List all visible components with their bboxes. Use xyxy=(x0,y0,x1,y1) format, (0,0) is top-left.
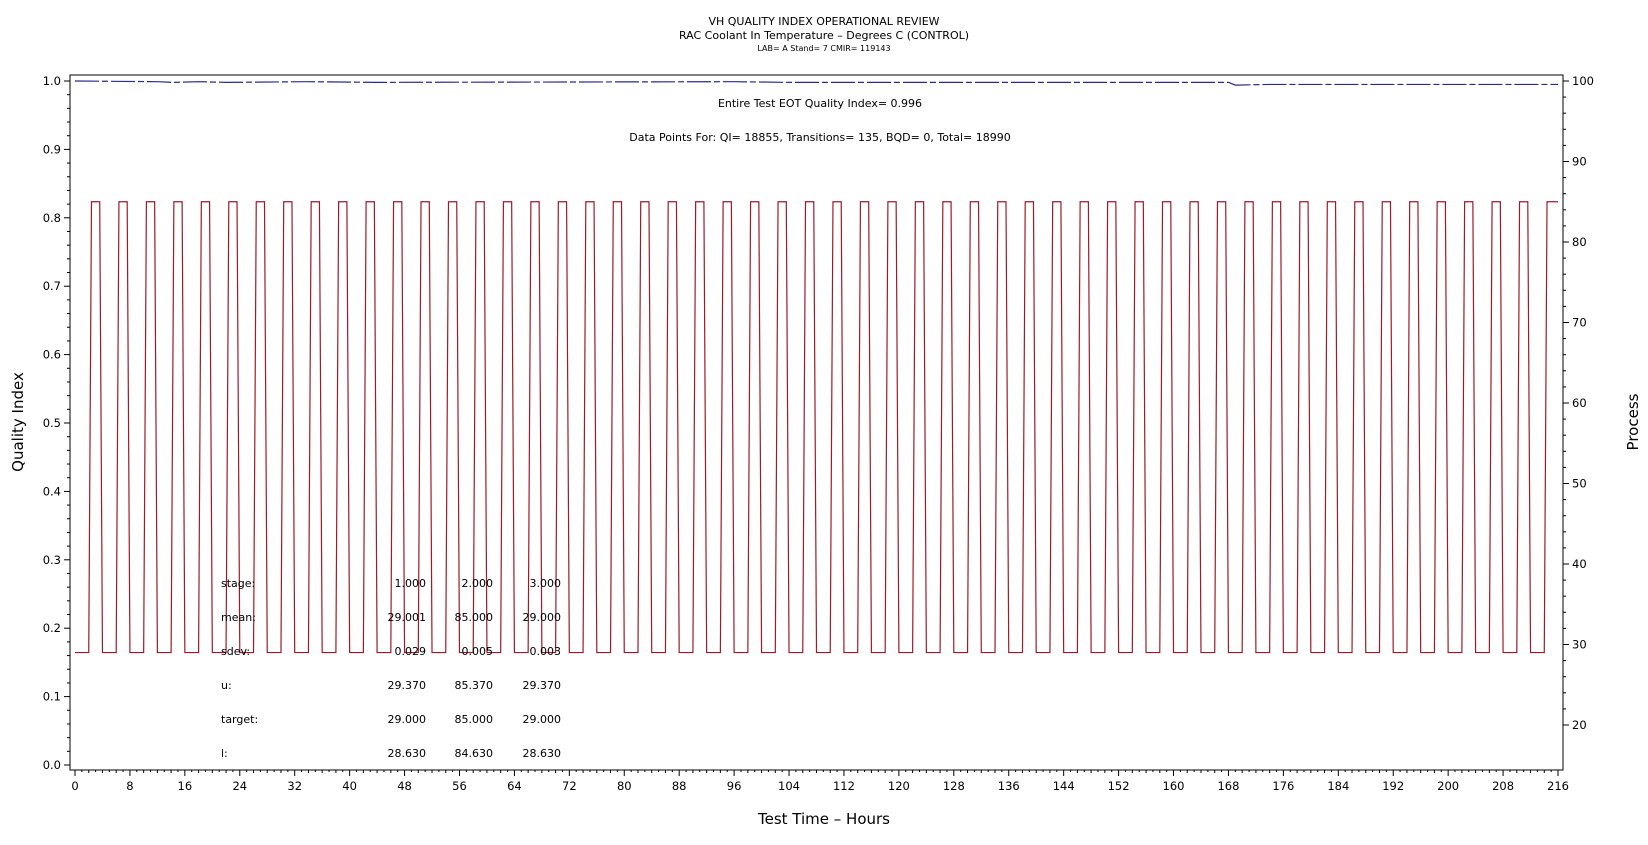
y-left-tick-label: 0.9 xyxy=(43,142,61,156)
x-tick-label: 8 xyxy=(126,779,133,793)
x-tick-label: 200 xyxy=(1437,779,1459,793)
stats-row-label: l: xyxy=(221,747,228,760)
x-tick-label: 48 xyxy=(397,779,412,793)
y-right-tick-label: 70 xyxy=(1572,316,1587,330)
y-left-tick-label: 0.7 xyxy=(43,279,61,293)
stats-row-value: 28.630 xyxy=(388,747,427,760)
y-left-tick-label: 0.0 xyxy=(43,758,61,772)
y-right-tick-label: 60 xyxy=(1572,396,1587,410)
stats-row-value: 0.005 xyxy=(462,645,494,658)
x-tick-label: 16 xyxy=(178,779,193,793)
x-tick-label: 0 xyxy=(71,779,78,793)
x-tick-label: 64 xyxy=(507,779,522,793)
stats-row-label: mean: xyxy=(221,611,256,624)
x-tick-label: 56 xyxy=(452,779,467,793)
y-left-tick-label: 0.2 xyxy=(43,621,61,635)
x-tick-label: 136 xyxy=(998,779,1020,793)
stats-row-value: 84.630 xyxy=(455,747,494,760)
x-tick-label: 208 xyxy=(1492,779,1514,793)
x-tick-label: 184 xyxy=(1327,779,1349,793)
stats-row-value: 85.370 xyxy=(455,679,494,692)
stats-row-value: 0.029 xyxy=(395,645,427,658)
stats-row-value: 1.000 xyxy=(395,577,427,590)
y-axis-right-label: Process xyxy=(1624,393,1642,450)
y-right-tick-label: 30 xyxy=(1572,638,1587,652)
stats-row-value: 0.003 xyxy=(530,645,562,658)
stats-row-value: 85.000 xyxy=(455,611,494,624)
x-tick-label: 72 xyxy=(562,779,577,793)
x-tick-label: 168 xyxy=(1217,779,1239,793)
x-tick-label: 160 xyxy=(1163,779,1185,793)
x-tick-label: 192 xyxy=(1382,779,1404,793)
x-tick-label: 216 xyxy=(1547,779,1569,793)
y-left-tick-label: 0.8 xyxy=(43,211,61,225)
stats-row-value: 29.370 xyxy=(523,679,562,692)
series-line-quality-index xyxy=(74,80,1558,86)
y-left-tick-label: 0.6 xyxy=(43,348,61,362)
y-left-tick-label: 0.5 xyxy=(43,416,61,430)
y-right-tick-label: 90 xyxy=(1572,155,1587,169)
stats-row-label: sdev: xyxy=(221,645,250,658)
y-right-tick-label: 20 xyxy=(1572,718,1587,732)
stats-row-value: 85.000 xyxy=(455,713,494,726)
y-left-tick-label: 1.0 xyxy=(43,74,61,88)
x-tick-label: 104 xyxy=(778,779,800,793)
y-left-tick-label: 0.3 xyxy=(43,553,61,567)
chart-title: VH QUALITY INDEX OPERATIONAL REVIEW xyxy=(708,15,939,28)
stats-table: stage: 1.000 2.000 3.000 mean: 29.001 85.000 29… xyxy=(221,577,561,760)
x-tick-label: 88 xyxy=(672,779,687,793)
x-tick-label: 80 xyxy=(617,779,632,793)
y-right-tick-label: 50 xyxy=(1572,477,1587,491)
x-tick-label: 120 xyxy=(888,779,910,793)
eot-annotation: Entire Test EOT Quality Index= 0.996 xyxy=(718,97,922,110)
stats-row-value: 2.000 xyxy=(462,577,494,590)
y-axis-left: 0.0 0.1 0.2 0.3 0.4 0.5 0.6 0.7 0.8 0.9 1.0 xyxy=(43,74,70,772)
stats-row-value: 29.000 xyxy=(388,713,427,726)
x-axis-label: Test Time – Hours xyxy=(757,810,890,828)
x-tick-label: 96 xyxy=(727,779,742,793)
y-axis-right: 20 30 40 50 60 70 80 90 100 xyxy=(1563,74,1594,732)
x-tick-label: 40 xyxy=(342,779,357,793)
stats-row-value: 29.000 xyxy=(523,713,562,726)
chart-subtitle: RAC Coolant In Temperature – Degrees C (… xyxy=(679,29,969,42)
stats-row-value: 3.000 xyxy=(530,577,562,590)
y-left-tick-label: 0.4 xyxy=(43,484,61,498)
x-tick-label: 128 xyxy=(943,779,965,793)
plot-frame xyxy=(69,74,1564,771)
stats-row-label: target: xyxy=(221,713,258,726)
x-tick-label: 112 xyxy=(833,779,855,793)
stats-row-value: 29.370 xyxy=(388,679,427,692)
x-tick-label: 176 xyxy=(1272,779,1294,793)
stats-row-value: 29.000 xyxy=(523,611,562,624)
stats-row-label: stage: xyxy=(221,577,255,590)
y-right-tick-label: 100 xyxy=(1572,74,1594,88)
x-tick-label: 32 xyxy=(287,779,302,793)
data-points-annotation: Data Points For: QI= 18855, Transitions=… xyxy=(629,131,1011,144)
stats-row-value: 29.001 xyxy=(388,611,427,624)
y-right-tick-label: 80 xyxy=(1572,235,1587,249)
y-left-tick-label: 0.1 xyxy=(43,690,61,704)
stats-row-value: 28.630 xyxy=(523,747,562,760)
x-tick-label: 24 xyxy=(232,779,247,793)
x-tick-label: 144 xyxy=(1053,779,1075,793)
stats-row-label: u: xyxy=(221,679,232,692)
y-axis-left-label: Quality Index xyxy=(9,372,27,472)
chart-info-line: LAB= A Stand= 7 CMIR= 119143 xyxy=(757,44,890,53)
y-right-tick-label: 40 xyxy=(1572,557,1587,571)
x-axis: 0 8 16 24 32 40 48 56 64 72 80 88 96 104 112 120 128 136 1… xyxy=(71,770,1569,793)
x-tick-label: 152 xyxy=(1108,779,1130,793)
series-line-process xyxy=(75,201,1558,654)
